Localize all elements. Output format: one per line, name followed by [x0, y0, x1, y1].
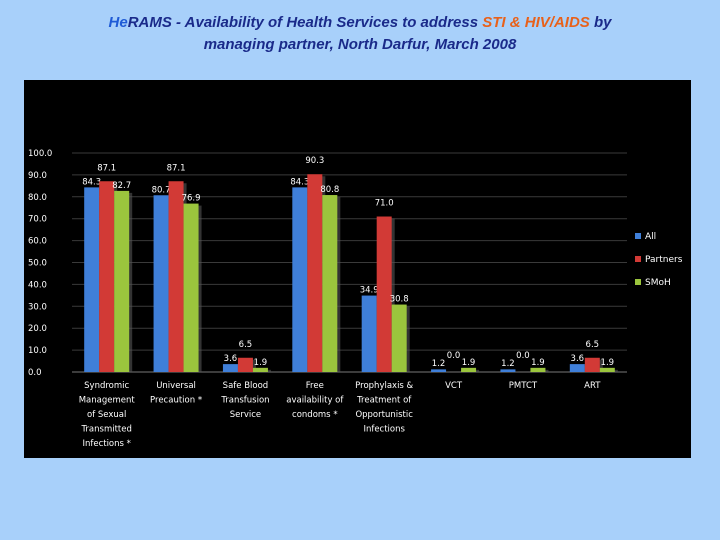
data-label: 82.7 — [112, 181, 131, 191]
title-highlight: STI & HIV/AIDS — [482, 14, 590, 31]
data-label: 6.5 — [586, 340, 600, 350]
data-label: 87.1 — [167, 163, 186, 173]
data-label: 90.3 — [305, 156, 324, 166]
data-label: 0.0 — [447, 351, 461, 361]
y-tick-label: 20.0 — [28, 324, 47, 334]
category-label: Universal — [156, 381, 196, 391]
legend-swatch-all — [635, 233, 641, 239]
bar-smoh — [252, 367, 268, 372]
bar-smoh — [322, 195, 338, 372]
bar-smoh — [461, 367, 477, 372]
category-label: condoms * — [292, 410, 338, 420]
bar-chart: 0.0 10.0 20.0 30.0 40.0 50.0 60.0 70.0 80.0 90.0 1… — [28, 149, 683, 449]
category-label: Precaution * — [150, 396, 202, 406]
bar-all — [153, 195, 169, 372]
category-label: Opportunistic — [355, 410, 413, 420]
category-label: Safe Blood — [223, 381, 269, 391]
data-label: 1.9 — [254, 358, 268, 368]
bar-smoh — [114, 190, 130, 372]
data-label: 71.0 — [375, 199, 394, 209]
category-label: of Sexual — [87, 410, 126, 420]
y-tick-label: 70.0 — [28, 215, 47, 225]
y-tick-label: 0.0 — [28, 368, 42, 378]
legend-label: All — [645, 232, 656, 242]
bar-all — [500, 369, 516, 372]
category-label: Management — [79, 396, 136, 406]
data-label: 76.9 — [182, 194, 201, 204]
data-label: 80.7 — [152, 185, 171, 195]
category-label: Infections * — [82, 439, 130, 449]
data-label: 87.1 — [97, 163, 116, 173]
title-line-2: managing partner, North Darfur, March 20… — [203, 36, 517, 53]
bar-partners — [307, 174, 323, 372]
y-tick-label: 10.0 — [28, 346, 47, 356]
chart-panel: 0.0 10.0 20.0 30.0 40.0 50.0 60.0 70.0 80.0 90.0 1… — [24, 80, 691, 458]
legend-swatch-partners — [635, 256, 641, 262]
data-label: 84.3 — [290, 177, 309, 187]
bar-all — [361, 295, 377, 372]
data-label: 1.9 — [601, 358, 615, 368]
legend-swatch-smoh — [635, 279, 641, 285]
title-suffix: by — [589, 14, 612, 31]
bar-partners — [168, 181, 184, 372]
category-label: Transfusion — [220, 396, 269, 406]
data-label: 3.6 — [224, 354, 238, 364]
y-tick-label: 30.0 — [28, 302, 47, 312]
title-line-1: HeRAMS - Availability of Health Services… — [0, 12, 720, 34]
bar-all — [431, 369, 447, 372]
data-label: 34.9 — [360, 286, 379, 296]
category-label: Transmitted — [80, 425, 131, 435]
category-label: VCT — [445, 381, 463, 391]
y-tick-label: 50.0 — [28, 259, 47, 269]
data-label: 0.0 — [516, 351, 530, 361]
data-label: 1.9 — [462, 358, 476, 368]
category-label: Prophylaxis & — [355, 381, 413, 391]
data-label: 3.6 — [571, 354, 585, 364]
bar-all — [222, 364, 238, 372]
bar-all — [569, 364, 585, 372]
bar-all — [292, 187, 308, 372]
bar-partners — [237, 357, 253, 372]
y-tick-label: 80.0 — [28, 193, 47, 203]
bar-partners — [584, 357, 600, 372]
title-main: RAMS - Availability of Health Services t… — [127, 14, 483, 31]
category-label: Infections — [363, 425, 405, 435]
category-label: PMTCT — [509, 381, 538, 391]
category-label: Syndromic — [84, 381, 129, 391]
data-label: 30.8 — [390, 295, 409, 305]
legend-label: Partners — [645, 255, 683, 265]
bar-partners — [99, 181, 115, 372]
data-label: 1.9 — [531, 358, 545, 368]
category-label: ART — [584, 381, 601, 391]
legend-label: SMoH — [645, 278, 671, 288]
data-label: 84.3 — [82, 177, 101, 187]
data-label: 1.2 — [432, 359, 446, 369]
bar-partners — [376, 216, 392, 372]
y-tick-label: 100.0 — [28, 149, 52, 159]
data-label: 1.2 — [501, 359, 515, 369]
y-tick-label: 90.0 — [28, 171, 47, 181]
data-label: 80.8 — [320, 185, 339, 195]
title-prefix: He — [108, 14, 128, 31]
y-tick-label: 40.0 — [28, 280, 47, 290]
bar-smoh — [391, 304, 407, 372]
category-label: Treatment of — [356, 396, 412, 406]
y-tick-label: 60.0 — [28, 237, 47, 247]
bar-all — [84, 187, 100, 372]
category-label: Service — [230, 410, 261, 420]
slide-title: HeRAMS - Availability of Health Services… — [0, 12, 720, 56]
bar-smoh — [530, 367, 546, 372]
bar-smoh — [183, 203, 199, 372]
category-label: Free — [306, 381, 324, 391]
data-label: 6.5 — [239, 340, 253, 350]
category-label: availability of — [286, 396, 344, 406]
bar-smoh — [599, 367, 615, 372]
